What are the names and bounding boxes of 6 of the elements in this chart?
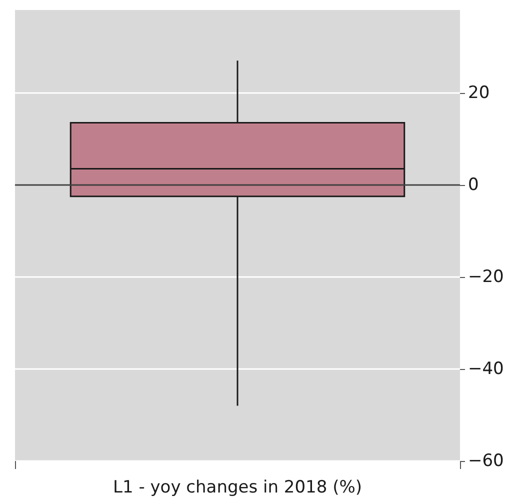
x-axis-title: L1 - yoy changes in 2018 (%) bbox=[113, 478, 362, 498]
y-tick-label: −20 bbox=[468, 266, 504, 287]
y-tick-label: 20 bbox=[468, 82, 490, 103]
y-tick-label: 0 bbox=[468, 174, 479, 195]
y-tick-label: −40 bbox=[468, 358, 504, 379]
y-tick-label: −60 bbox=[468, 451, 504, 471]
